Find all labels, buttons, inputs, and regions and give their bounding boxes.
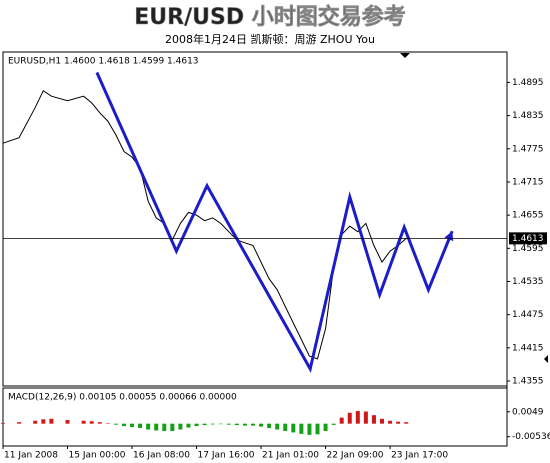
x-tick-label: 15 Jan 00:00 (69, 451, 126, 461)
macd-bar (267, 423, 272, 429)
x-tick-label: 16 Jan 08:00 (133, 451, 190, 461)
y-tick-label: 1.4355 (512, 377, 544, 387)
x-tick-label: 22 Jan 09:00 (327, 451, 384, 461)
macd-bar (250, 423, 255, 426)
y-tick-label: 1.4415 (512, 343, 544, 353)
macd-bar (388, 420, 393, 424)
x-tick-label: 21 Jan 01:00 (262, 451, 319, 461)
macd-bar (89, 421, 94, 424)
macd-bar (234, 423, 239, 426)
macd-bar (49, 418, 54, 424)
macd-bar (347, 412, 352, 424)
price-frame (2, 51, 508, 387)
macd-bar (210, 423, 215, 425)
y-tick-label: 1.4535 (512, 277, 544, 287)
y-tick-label: -0.00536 (512, 432, 550, 442)
macd-bar (130, 423, 135, 428)
price-line (2, 89, 407, 360)
macd-bar (81, 420, 86, 424)
macd-bar (315, 423, 320, 435)
macd-bar (299, 423, 304, 434)
macd-bar (371, 415, 376, 424)
macd-bar (162, 423, 167, 431)
macd-bar (242, 423, 247, 426)
macd-bar (65, 420, 70, 424)
macd-bar (170, 423, 175, 431)
last-price-label: 1.4613 (512, 234, 544, 244)
y-tick-label: 1.4595 (512, 244, 544, 254)
macd-bar (291, 423, 296, 433)
macd-bar (404, 422, 409, 424)
y-tick-label: 1.4655 (512, 211, 544, 221)
macd-bar (380, 418, 385, 424)
macd-bar (105, 423, 110, 424)
macd-bar (259, 423, 264, 427)
macd-bar (41, 419, 46, 424)
x-tick-label: 11 Jan 2008 (4, 451, 58, 461)
macd-info: MACD(12,26,9) 0.00105 0.00055 0.00066 0.… (8, 393, 237, 403)
marker (400, 53, 410, 58)
macd-bar (146, 423, 151, 430)
y-tick-label: 1.4775 (512, 144, 544, 154)
last-price-box (509, 232, 547, 245)
macd-bar (396, 421, 401, 424)
chart-subtitle: 2008年1月24日 凯斯顿：周游 ZHOU You (165, 32, 375, 46)
macd-bar (17, 422, 22, 424)
macd-bar (33, 420, 38, 424)
y-tick-label: 1.4475 (512, 310, 544, 320)
macd-bar (218, 423, 223, 425)
macd-bar (97, 422, 102, 424)
trend-zigzag (95, 71, 454, 374)
macd-bar (339, 417, 344, 424)
macd-bar (138, 423, 143, 429)
marker (544, 355, 548, 363)
macd-bar (194, 423, 199, 427)
macd-bar (226, 423, 231, 425)
macd-bar (307, 423, 312, 435)
y-tick-label: 1.4715 (512, 177, 544, 187)
x-tick-label: 23 Jan 17:00 (391, 451, 448, 461)
macd-bar (178, 423, 183, 430)
chart-title: EUR/USD 小时图交易参考 (134, 4, 406, 30)
macd-bar (154, 423, 159, 431)
symbol-info: EURUSD,H1 1.4600 1.4618 1.4599 1.4613 (8, 57, 199, 67)
macd-bar (331, 423, 336, 425)
macd-bar (355, 411, 360, 424)
macd-bar (1, 422, 5, 424)
y-tick-label: 1.4895 (512, 78, 544, 88)
x-tick-label: 17 Jan 16:00 (198, 451, 255, 461)
macd-bar (363, 411, 368, 424)
macd-bar (275, 423, 280, 430)
y-tick-label: 0.0049 (512, 407, 544, 417)
macd-bar (202, 423, 207, 426)
macd-bar (323, 423, 328, 431)
y-tick-label: 1.4835 (512, 111, 544, 121)
macd-bar (283, 423, 288, 431)
macd-bar (121, 423, 126, 427)
macd-bar (113, 423, 118, 425)
macd-bar (186, 423, 191, 428)
